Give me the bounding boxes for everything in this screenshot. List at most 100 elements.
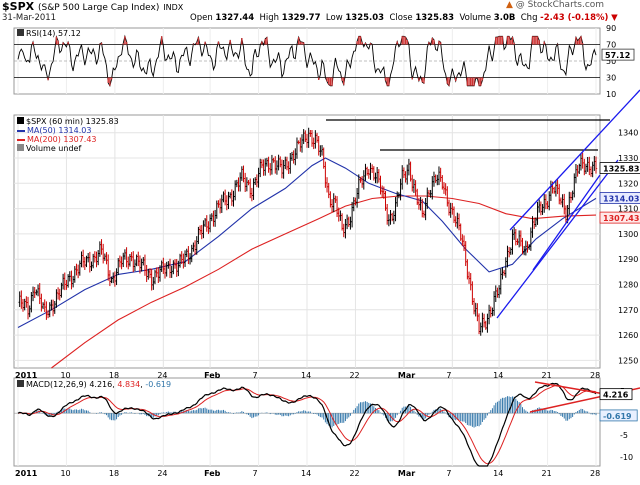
ma200-value-tag: 1307.43 [603,214,639,223]
macd-value-tag: 4.216 [603,391,629,400]
price-y-tick-label: 1250 [618,356,638,365]
macd-x-tick-label: 18 [109,469,119,478]
chart-header: $SPX (S&P 500 Large Cap Index) INDX 31-M… [0,0,640,26]
price-y-tick-label: 1290 [618,255,638,264]
price-swatch-icon [17,117,24,124]
macd-x-tick-label: 28 [590,469,600,478]
channel-line-upper [509,89,640,231]
price-x-tick-label: 14 [493,371,503,380]
price-x-tick-label: 7 [446,371,451,380]
price-y-tick-label: 1280 [618,281,638,290]
macd-hist-tag: -0.619 [603,412,632,421]
ma200-path [51,195,597,369]
price-y-tick-label: 1310 [618,205,638,214]
price-label: $SPX (60 min) 1325.83 [26,117,119,126]
macd-x-tick-label: 10 [60,469,70,478]
rsi-value-tag-box [601,48,635,61]
macd-signal-value: 4.834 [117,380,141,389]
stockcharts-logo-icon: ▲ [506,0,513,10]
price-x-tick-label: 7 [253,371,258,380]
volume-label: Volume [459,13,492,23]
source-credit[interactable]: ▲ @ StockCharts.com [506,0,604,10]
rsi-label: RSI(14) 57.12 [26,29,81,38]
macd-y-tick-label: -10 [620,453,633,462]
price-legend: $SPX (60 min) 1325.83 MA(50) 1314.03 MA(… [17,117,119,153]
ma200-swatch-icon [17,138,25,141]
ohlc-readout: Open 1327.44 High 1329.77 Low 1325.03 Cl… [190,13,618,23]
ma50-value-tag: 1314.03 [603,194,639,203]
price-y-tick-label: 1340 [618,129,638,138]
macd-x-tick-label: 14 [301,469,311,478]
macd-line [17,382,597,467]
macd-hist-tag-box [599,409,638,422]
macd-x-tick-label: 22 [349,469,359,478]
ma50-value-tag-box [599,192,640,204]
price-x-tick-label: 21 [542,371,552,380]
high-label: High [259,13,280,23]
volume-legend-row: Volume undef [17,144,119,153]
ma50-label: MA(50) 1314.03 [27,126,92,135]
index-name: (S&P 500 Large Cap Index) [37,3,160,13]
change-label: Chg [520,13,538,23]
price-legend-row: $SPX (60 min) 1325.83 [17,117,119,126]
price-x-tick-label: 14 [301,371,311,380]
macd-swatch-icon [17,380,24,387]
last-price-tag-box [599,162,640,174]
price-x-tick-label: Feb [204,371,221,380]
y-axis-labels: 1250 1260 1270 1280 1290 1300 1310 1320 1330 1340… [599,24,640,462]
price-x-tick-label: Mar [398,371,415,380]
channel-line-lower [496,159,619,319]
macd-x-tick-label: Mar [398,469,415,478]
macd-label: MACD(12,26,9) [26,380,87,389]
macd-y-tick-label: -5 [620,431,628,440]
macd-x-tick-label: 14 [493,469,503,478]
high-value: 1329.77 [281,13,321,23]
macd-hist-value: -0.619 [145,380,172,389]
price-x-tick-label: 28 [590,371,600,380]
last-price-tag: 1325.83 [603,165,639,174]
channel-line-inner [532,174,601,271]
rsi-indicator [14,34,600,87]
macd-x-tick-label: 7 [446,469,451,478]
volume-value: 3.0B [493,13,516,23]
x-axis-labels: 2011 2011 10 10 18 18 24 24 Feb Feb 7 7 14 14 22 22 Mar M… [15,371,600,478]
open-value: 1327.44 [215,13,255,23]
open-label: Open [190,13,213,23]
close-label: Close [389,13,413,23]
macd-signal-line [17,384,597,465]
price-bars [18,127,598,336]
ma200-line [51,195,597,369]
down-arrow-icon: ▼ [611,13,618,23]
volume-legend-label: Volume undef [26,144,82,153]
rsi-y-tick-label: 50 [606,57,616,66]
close-value: 1325.83 [415,13,455,23]
price-x-tick-label: 10 [60,371,70,380]
volume-swatch-icon [17,144,24,151]
price-y-tick-label: 1330 [618,154,638,163]
source-text: @ StockCharts.com [515,0,605,10]
low-label: Low [325,13,343,23]
macd-x-tick-label: 24 [157,469,167,478]
rsi-y-tick-label: 70 [606,41,616,50]
price-y-tick-label: 1260 [618,331,638,340]
ma200-value-tag-box [599,211,640,224]
rsi-legend: RSI(14) 57.12 [17,29,81,38]
symbol-title: $SPX (S&P 500 Large Cap Index) INDX [2,0,183,13]
price-y-tick-label: 1320 [618,179,638,188]
price-x-tick-label: 18 [109,371,119,380]
price-y-tick-label: 1270 [618,306,638,315]
exchange: INDX [163,3,184,12]
macd-x-tick-label: 2011 [15,469,38,478]
symbol: $SPX [2,0,35,13]
macd-value-tag-box [599,388,633,401]
price-x-tick-label: 22 [349,371,359,380]
low-value: 1325.03 [345,13,385,23]
trend-lines [326,89,640,319]
ma50-path [17,157,597,328]
ma50-legend-row: MA(50) 1314.03 [17,126,119,135]
rsi-y-tick-label: 30 [606,74,616,83]
rsi-swatch-icon [17,29,24,36]
rsi-y-tick-label: 90 [606,24,616,33]
change-value: -2.43 (-0.18%) [540,13,609,23]
